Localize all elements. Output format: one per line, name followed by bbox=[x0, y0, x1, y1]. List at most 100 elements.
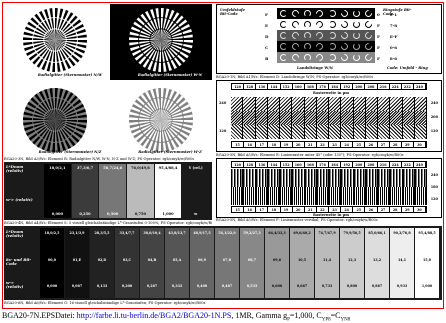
raster2-cell bbox=[243, 187, 256, 205]
raster1-cell bbox=[243, 111, 256, 125]
sunburst-ray bbox=[55, 120, 83, 139]
landolt-left-code: D bbox=[265, 34, 269, 39]
sunburst-ray bbox=[52, 120, 55, 152]
sunburst-ray bbox=[27, 21, 55, 40]
raster1-cell bbox=[329, 111, 342, 125]
sunburst-ray bbox=[55, 40, 61, 72]
raster1-cell bbox=[378, 125, 391, 139]
sunburst-ray bbox=[23, 37, 55, 40]
sunburst-ray bbox=[145, 90, 161, 120]
raster2-cell bbox=[378, 187, 391, 205]
ruler-tick: 21 bbox=[305, 142, 317, 147]
steps16-row2-label: 8x- und Bit-Code bbox=[6, 257, 32, 266]
raster2-cell bbox=[390, 169, 403, 187]
sunburst-ray bbox=[161, 120, 193, 123]
raster2-cell bbox=[341, 187, 354, 205]
sunburst-ray bbox=[161, 92, 180, 120]
landolt-right-letter: F bbox=[377, 23, 380, 28]
sunburst-ray bbox=[161, 40, 189, 59]
raster2-cell bbox=[255, 187, 268, 205]
sunburst-ray bbox=[34, 13, 55, 40]
steps16-value: 05,A bbox=[172, 258, 182, 262]
ruler-tick: 160 bbox=[293, 84, 305, 89]
sunburst-ray bbox=[24, 26, 55, 40]
sunburst-ray bbox=[41, 40, 55, 71]
steps16-value: 11,4 bbox=[322, 258, 332, 262]
steps16-value: 08,7 bbox=[247, 258, 257, 262]
sunburst-wn-svg bbox=[129, 8, 193, 72]
ruler-tick: 22 bbox=[317, 142, 329, 147]
sunburst-ray bbox=[161, 120, 167, 152]
raster1-cell bbox=[414, 97, 427, 111]
sunburst-ray bbox=[23, 117, 55, 120]
steps5-value: 76,0/49,8 bbox=[130, 166, 150, 170]
ruler-tick: 224 bbox=[390, 162, 402, 167]
raster1-side-top: 240 bbox=[430, 101, 438, 105]
ruler-tick: 30 bbox=[414, 207, 426, 212]
raster1-cell bbox=[316, 97, 329, 111]
sunburst-ray bbox=[161, 8, 170, 40]
sunburst-ray bbox=[24, 106, 55, 120]
steps16-column: 28,3/5,5 02,D 0,133 bbox=[90, 228, 114, 298]
sunburst-ray bbox=[55, 8, 64, 40]
sunburst-ray bbox=[55, 120, 66, 151]
raster1-top-ruler: 120 128 136 144 152 160 168 176 184 192 200 208 216 2… bbox=[231, 83, 427, 90]
ruler-tick: 23 bbox=[329, 142, 342, 147]
raster1-cell bbox=[267, 125, 280, 139]
sunburst-ray bbox=[130, 40, 161, 51]
sunburst-ray bbox=[55, 40, 83, 59]
ruler-tick: 26 bbox=[365, 142, 378, 147]
sunburst-ray bbox=[55, 120, 87, 129]
steps5-w-value: w bbox=[194, 212, 198, 216]
raster2-cell bbox=[267, 187, 280, 205]
steps16-value: 03,C bbox=[122, 258, 132, 262]
sunburst-ray bbox=[55, 24, 85, 40]
landolt-ring bbox=[339, 41, 350, 52]
sunburst-ray bbox=[55, 12, 74, 41]
sunburst-ring bbox=[43, 28, 67, 52]
raster2-cell bbox=[280, 169, 293, 187]
sunburst-ray bbox=[55, 9, 69, 40]
steps5-column: 18,0/2,1 0,000 bbox=[44, 164, 71, 218]
landolt-ring bbox=[314, 19, 325, 30]
sunburst-ring bbox=[43, 108, 67, 132]
sunburst-ray bbox=[55, 29, 86, 40]
raster1-cell bbox=[378, 111, 391, 125]
steps16-value: 0,267 bbox=[146, 284, 158, 288]
sunburst-ray bbox=[150, 89, 161, 120]
steps16-column: 54,1/22,0 07,8 0,467 bbox=[215, 228, 239, 298]
ruler-tick: 29 bbox=[402, 142, 414, 147]
steps16-value: 04,B bbox=[147, 258, 157, 262]
sunburst-ray bbox=[134, 120, 161, 141]
landolt-left-codes: F E D C B bbox=[265, 9, 273, 64]
ruler-tick: 15 bbox=[232, 207, 245, 212]
landolt-ring bbox=[290, 30, 301, 41]
steps5-row1-label: L*Dnom (relativ) bbox=[6, 164, 24, 173]
footer-link[interactable]: http://farbe.li.tu-berlin.de/BGA2/BGA20-… bbox=[76, 311, 232, 320]
raster1-cell bbox=[292, 97, 305, 111]
sunburst-ray bbox=[23, 111, 55, 120]
steps16-column: 33,4/7,7 03,C 0,200 bbox=[115, 228, 139, 298]
steps16-value: 69,6/40,2 bbox=[293, 231, 311, 235]
landolt-ring bbox=[363, 52, 374, 63]
steps16-cells: 18,0/2,5 00,0 0,000 23,1/3,9 01,E 0,067 28,3/5… bbox=[40, 228, 440, 298]
sunburst-ray bbox=[130, 120, 161, 131]
landolt-ring bbox=[304, 43, 312, 50]
sunburst-ray bbox=[55, 40, 66, 71]
raster1-cell bbox=[231, 111, 244, 125]
raster1-cell bbox=[414, 111, 427, 125]
steps16-value: 10,5 bbox=[297, 258, 307, 262]
steps16-value: 95,4/88,5 bbox=[418, 231, 436, 235]
sunburst-ray bbox=[129, 31, 161, 40]
sunburst-ray bbox=[55, 114, 87, 120]
steps16-value: 0,667 bbox=[296, 284, 308, 288]
sunburst-ray bbox=[129, 40, 161, 46]
landolt-row bbox=[277, 8, 375, 19]
sunburst-ray bbox=[140, 93, 161, 120]
landolt-ring bbox=[279, 54, 287, 61]
raster1-cell bbox=[280, 97, 293, 111]
steps16-column: 64,4/33,3 09,6 0,600 bbox=[265, 228, 289, 298]
steps16-column: 69,6/40,2 10,5 0,667 bbox=[290, 228, 314, 298]
landolt-ring bbox=[353, 43, 361, 50]
sunburst-ray bbox=[32, 120, 55, 145]
